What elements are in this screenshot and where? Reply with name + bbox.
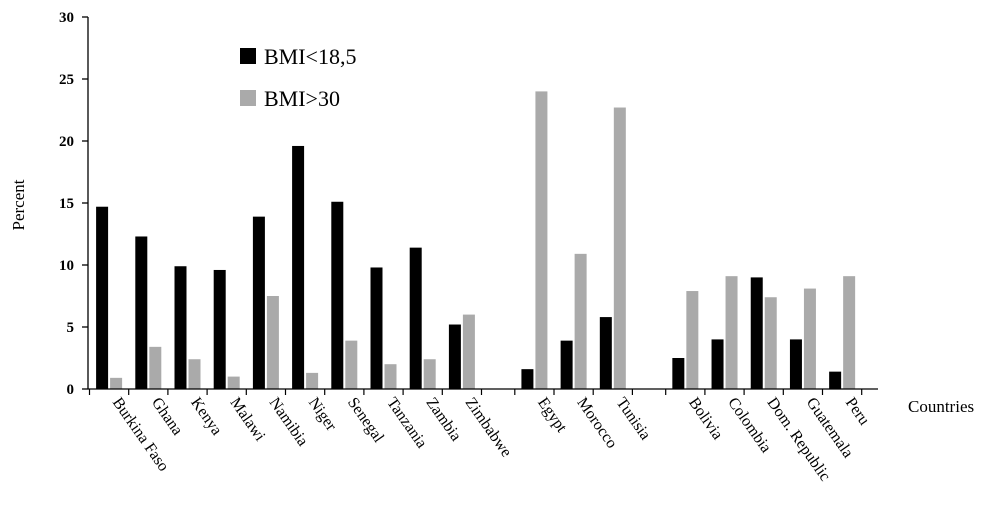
- x-category-label: Malawi: [226, 395, 268, 445]
- x-axis-title: Countries: [908, 397, 974, 416]
- bar-bmi-over-30: [110, 377, 123, 389]
- bar-bmi-under-18-5: [750, 277, 763, 389]
- x-category-label: Peru: [842, 395, 873, 429]
- y-tick-label: 25: [59, 72, 74, 88]
- bar-bmi-under-18-5: [672, 358, 685, 389]
- x-category-label: Niger: [305, 395, 340, 435]
- bar-bmi-over-30: [384, 364, 397, 389]
- x-category-label: Kenya: [187, 395, 225, 439]
- bar-bmi-over-30: [188, 359, 201, 389]
- y-axis-title: Percent: [9, 179, 28, 230]
- bars: [96, 91, 856, 390]
- bar-bmi-under-18-5: [829, 371, 842, 389]
- bar-bmi-under-18-5: [409, 247, 422, 389]
- bar-bmi-under-18-5: [789, 339, 802, 389]
- bar-bmi-over-30: [764, 297, 777, 389]
- bar-bmi-under-18-5: [370, 267, 383, 389]
- bar-bmi-over-30: [613, 107, 626, 390]
- x-category-label: Namibia: [266, 395, 312, 450]
- bar-bmi-over-30: [423, 359, 436, 389]
- bar-bmi-over-30: [149, 346, 162, 389]
- bar-bmi-under-18-5: [448, 324, 461, 389]
- bar-bmi-over-30: [345, 340, 358, 389]
- bar-bmi-over-30: [574, 253, 587, 389]
- bar-bmi-over-30: [462, 314, 475, 389]
- bar-bmi-over-30: [266, 296, 279, 389]
- y-tick-label: 30: [59, 10, 74, 26]
- bar-bmi-under-18-5: [292, 145, 305, 389]
- legend: BMI<18,5 BMI>30: [240, 44, 356, 111]
- legend-swatch-bmi-over: [240, 90, 256, 106]
- bar-bmi-over-30: [227, 376, 240, 389]
- y-axis: 0 5 10 15 20 25 30: [59, 10, 89, 398]
- bar-bmi-under-18-5: [599, 317, 612, 389]
- bar-bmi-under-18-5: [331, 201, 344, 389]
- x-category-label: Zimbabwe: [462, 395, 515, 461]
- bar-bmi-over-30: [686, 291, 699, 389]
- x-category-label: Senegal: [344, 395, 387, 447]
- legend-label-bmi-over: BMI>30: [264, 86, 340, 111]
- y-tick-label: 15: [59, 196, 74, 212]
- bar-bmi-over-30: [535, 91, 548, 390]
- bar-bmi-over-30: [803, 288, 816, 389]
- bar-bmi-under-18-5: [521, 369, 534, 389]
- y-tick-label: 0: [67, 382, 75, 398]
- x-category-label: Ghana: [148, 395, 186, 439]
- bar-bmi-under-18-5: [174, 266, 187, 389]
- bar-bmi-under-18-5: [252, 216, 265, 389]
- y-tick-label: 10: [59, 258, 74, 274]
- legend-swatch-bmi-under: [240, 48, 256, 64]
- bar-bmi-over-30: [725, 276, 738, 389]
- x-category-label: Egypt: [534, 395, 570, 437]
- bar-bmi-under-18-5: [135, 236, 148, 389]
- bar-bmi-under-18-5: [560, 340, 573, 389]
- bar-bmi-over-30: [843, 276, 856, 389]
- x-category-label: Bolivia: [685, 395, 726, 443]
- y-tick-label: 5: [67, 320, 75, 336]
- legend-label-bmi-under: BMI<18,5: [264, 44, 356, 69]
- bar-bmi-under-18-5: [213, 269, 226, 389]
- x-category-label: Tunisia: [613, 395, 654, 444]
- bar-bmi-under-18-5: [711, 339, 724, 389]
- bar-bmi-under-18-5: [96, 206, 109, 389]
- y-tick-label: 20: [59, 134, 74, 150]
- x-category-label: Zambia: [422, 395, 464, 445]
- bar-bmi-over-30: [306, 372, 319, 389]
